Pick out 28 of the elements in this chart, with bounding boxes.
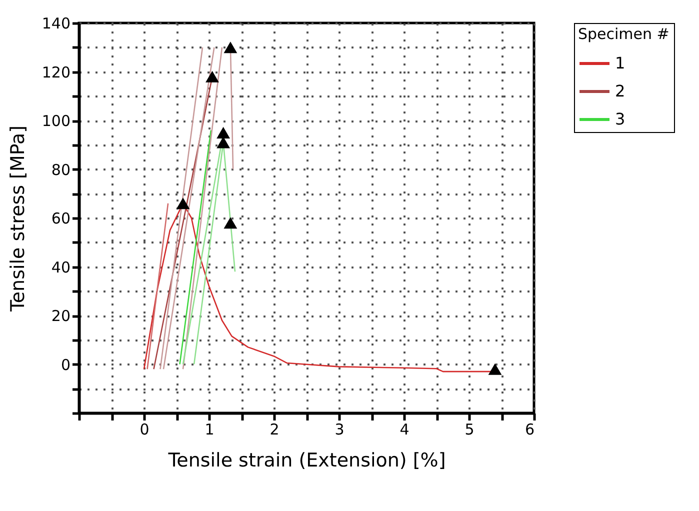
y-tick-label: 0: [60, 356, 70, 374]
x-axis-title: Tensile strain (Extension) [%]: [167, 450, 446, 472]
x-tick-label: 1: [204, 420, 214, 438]
y-tick-label: 140: [42, 14, 70, 32]
y-tick-label: 100: [42, 112, 70, 130]
y-tick-label: 40: [51, 258, 70, 276]
legend-label: 3: [615, 110, 626, 128]
point: [176, 198, 190, 210]
y-tick-label: 80: [51, 160, 70, 179]
x-tick-label: 2: [270, 420, 280, 438]
x-tick-label: 5: [464, 420, 474, 438]
x-tick-label: 4: [400, 420, 410, 438]
x-tick-label: 0: [140, 420, 150, 438]
y-tick-label: 20: [51, 307, 70, 325]
point: [206, 70, 219, 82]
legend-label: 1: [615, 54, 626, 72]
point: [216, 126, 230, 138]
x-tick-label: 3: [334, 420, 344, 438]
legend-label: 2: [615, 82, 626, 100]
point: [488, 363, 502, 375]
point: [216, 136, 230, 148]
y-axis-title: Tensile stress [MPa]: [6, 125, 29, 313]
y-tick-label: 60: [51, 210, 70, 228]
x-tick-label: 6: [524, 420, 534, 438]
y-tick-label: 120: [42, 63, 70, 82]
point: [224, 42, 238, 54]
legend-title: Specimen #: [578, 25, 670, 43]
point: [224, 217, 238, 229]
